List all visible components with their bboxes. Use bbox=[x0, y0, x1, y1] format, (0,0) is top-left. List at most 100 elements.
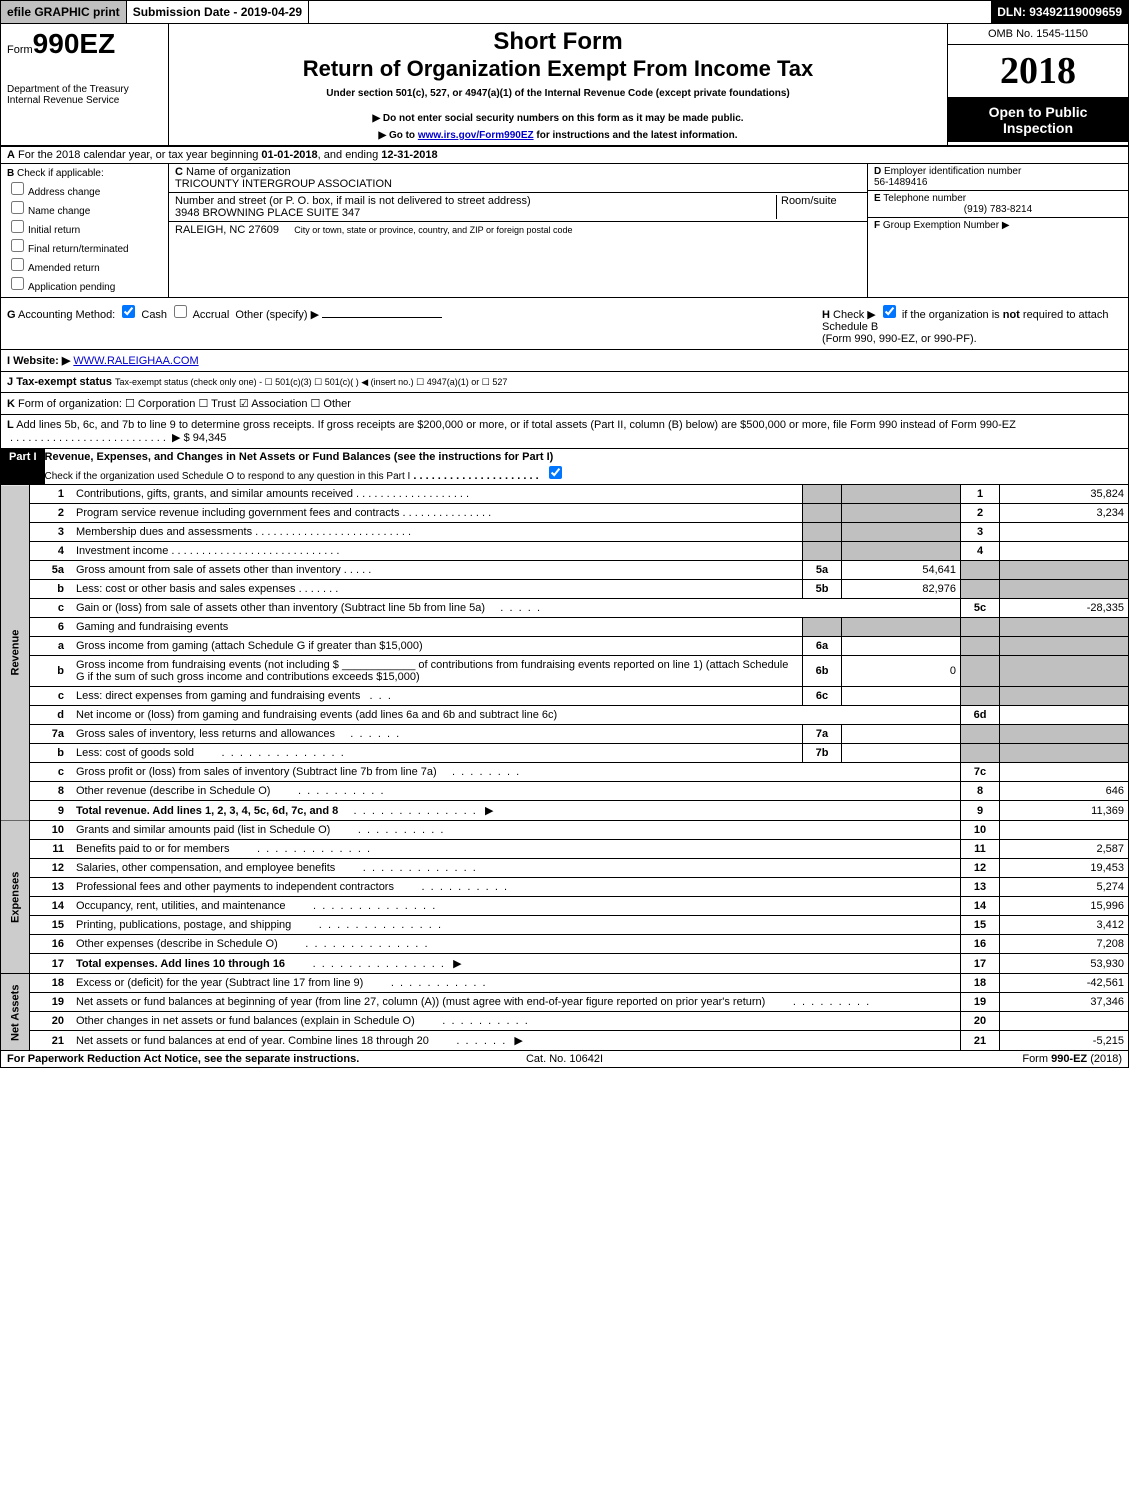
ein-value: 56-1489416 bbox=[874, 177, 927, 188]
box-num: 15 bbox=[961, 916, 1000, 935]
row-num: 3 bbox=[30, 523, 73, 542]
form-990ez: 990EZ bbox=[33, 28, 116, 59]
omb-number: OMB No. 1545-1150 bbox=[948, 24, 1128, 45]
row-desc: Membership dues and assessments . . . . … bbox=[72, 523, 803, 542]
table-row: 20 Other changes in net assets or fund b… bbox=[1, 1012, 1129, 1031]
box-num: 8 bbox=[961, 782, 1000, 801]
goto-text: ▶ Go to www.irs.gov/Form990EZ for instru… bbox=[173, 130, 943, 141]
other-specify-label: Other (specify) ▶ bbox=[235, 309, 319, 321]
goto-link[interactable]: www.irs.gov/Form990EZ bbox=[418, 130, 534, 141]
phone-box: E Telephone number (919) 783-8214 bbox=[868, 191, 1128, 218]
header-right: OMB No. 1545-1150 2018 Open to Public In… bbox=[948, 24, 1128, 145]
checkbox-application-pending[interactable] bbox=[11, 277, 24, 290]
row-desc: Gross profit or (loss) from sales of inv… bbox=[72, 763, 961, 782]
row-value: 646 bbox=[1000, 782, 1129, 801]
checkbox-accrual[interactable] bbox=[174, 305, 187, 318]
row-num: 20 bbox=[30, 1012, 73, 1031]
row-num: c bbox=[30, 599, 73, 618]
table-row: 14 Occupancy, rent, utilities, and maint… bbox=[1, 897, 1129, 916]
efile-print-button[interactable]: efile GRAPHIC print bbox=[1, 1, 127, 23]
row-desc: Total revenue. Add lines 1, 2, 3, 4, 5c,… bbox=[72, 801, 961, 821]
letter-g: G bbox=[7, 309, 16, 321]
table-row: a Gross income from gaming (attach Sched… bbox=[1, 637, 1129, 656]
row-value bbox=[1000, 763, 1129, 782]
box-num: 13 bbox=[961, 878, 1000, 897]
letter-f: F bbox=[874, 220, 880, 231]
netassets-side-label: Net Assets bbox=[1, 974, 30, 1051]
table-row: 19 Net assets or fund balances at beginn… bbox=[1, 993, 1129, 1012]
begin-date: 01-01-2018 bbox=[261, 149, 317, 161]
h-text3: (Form 990, 990-EZ, or 990-PF). bbox=[822, 333, 977, 345]
checkbox-initial-return[interactable] bbox=[11, 220, 24, 233]
footer: For Paperwork Reduction Act Notice, see … bbox=[0, 1051, 1129, 1068]
city-value: RALEIGH, NC 27609 bbox=[175, 224, 279, 236]
checkbox-name-change[interactable] bbox=[11, 201, 24, 214]
table-row: 17 Total expenses. Add lines 10 through … bbox=[1, 954, 1129, 974]
name-change-label: Name change bbox=[28, 206, 90, 217]
table-row: 5a Gross amount from sale of assets othe… bbox=[1, 561, 1129, 580]
row-desc: Contributions, gifts, grants, and simila… bbox=[72, 485, 803, 504]
table-row: 11 Benefits paid to or for members . . .… bbox=[1, 840, 1129, 859]
row-value: -28,335 bbox=[1000, 599, 1129, 618]
checkbox-schedule-o[interactable] bbox=[549, 466, 562, 479]
other-specify-line bbox=[322, 317, 442, 318]
table-row: 4 Investment income . . . . . . . . . . … bbox=[1, 542, 1129, 561]
letter-d: D bbox=[874, 166, 881, 177]
checkbox-amended-return[interactable] bbox=[11, 258, 24, 271]
row-desc: Professional fees and other payments to … bbox=[72, 878, 961, 897]
table-row: c Gross profit or (loss) from sales of i… bbox=[1, 763, 1129, 782]
row-num: 19 bbox=[30, 993, 73, 1012]
footer-mid: Cat. No. 10642I bbox=[379, 1053, 751, 1065]
line-l-text: Add lines 5b, 6c, and 7b to line 9 to de… bbox=[16, 419, 1016, 431]
table-row: d Net income or (loss) from gaming and f… bbox=[1, 706, 1129, 725]
line-l: L Add lines 5b, 6c, and 7b to line 9 to … bbox=[0, 415, 1129, 449]
address-box: Number and street (or P. O. box, if mail… bbox=[169, 193, 867, 222]
line-i: I Website: ▶ WWW.RALEIGHAA.COM bbox=[0, 350, 1129, 372]
row-value: 7,208 bbox=[1000, 935, 1129, 954]
table-row: 21 Net assets or fund balances at end of… bbox=[1, 1031, 1129, 1051]
row-desc: Gross income from fundraising events (no… bbox=[72, 656, 803, 687]
end-date: 12-31-2018 bbox=[381, 149, 437, 161]
top-spacer bbox=[309, 1, 991, 23]
tax-year: 2018 bbox=[948, 45, 1128, 98]
letter-a: A bbox=[7, 149, 15, 161]
amended-return-label: Amended return bbox=[28, 263, 100, 274]
goto-post: for instructions and the latest informat… bbox=[534, 130, 738, 141]
row-value bbox=[1000, 821, 1129, 840]
accounting-method-label: Accounting Method: bbox=[18, 309, 115, 321]
checkbox-cash[interactable] bbox=[122, 305, 135, 318]
part1-title: Revenue, Expenses, and Changes in Net As… bbox=[45, 451, 554, 463]
checkbox-final-return[interactable] bbox=[11, 239, 24, 252]
org-name-value: TRICOUNTY INTERGROUP ASSOCIATION bbox=[175, 178, 392, 190]
row-num: 2 bbox=[30, 504, 73, 523]
column-def: D Employer identification number 56-1489… bbox=[868, 164, 1128, 297]
sub-shade bbox=[842, 485, 961, 504]
header-mid: Short Form Return of Organization Exempt… bbox=[169, 24, 948, 145]
city-label: City or town, state or province, country… bbox=[294, 225, 572, 235]
checkbox-address-change[interactable] bbox=[11, 182, 24, 195]
address-change-label: Address change bbox=[28, 187, 100, 198]
row-value: 5,274 bbox=[1000, 878, 1129, 897]
box-num: 5c bbox=[961, 599, 1000, 618]
part1-title-box: Revenue, Expenses, and Changes in Net As… bbox=[45, 449, 1128, 484]
row-num: b bbox=[30, 580, 73, 599]
row-num: 1 bbox=[30, 485, 73, 504]
box-num: 21 bbox=[961, 1031, 1000, 1051]
row-num: 16 bbox=[30, 935, 73, 954]
row-value: 3,412 bbox=[1000, 916, 1129, 935]
footer-left: For Paperwork Reduction Act Notice, see … bbox=[7, 1053, 379, 1065]
open-line2: Inspection bbox=[952, 120, 1124, 136]
row-desc: Gain or (loss) from sale of assets other… bbox=[72, 599, 961, 618]
row-num: 11 bbox=[30, 840, 73, 859]
sub-value bbox=[842, 725, 961, 744]
row-value: 11,369 bbox=[1000, 801, 1129, 821]
checkbox-schedule-b[interactable] bbox=[883, 305, 896, 318]
group-exemption-box: F Group Exemption Number ▶ bbox=[868, 218, 1128, 233]
website-link[interactable]: WWW.RALEIGHAA.COM bbox=[73, 355, 198, 367]
table-row: Expenses 10 Grants and similar amounts p… bbox=[1, 821, 1129, 840]
phone-label: Telephone number bbox=[883, 193, 966, 204]
submission-date: Submission Date - 2019-04-29 bbox=[127, 1, 309, 23]
table-row: b Less: cost of goods sold . . . . . . .… bbox=[1, 744, 1129, 763]
row-value: 19,453 bbox=[1000, 859, 1129, 878]
column-b: B Check if applicable: Address change Na… bbox=[1, 164, 169, 297]
